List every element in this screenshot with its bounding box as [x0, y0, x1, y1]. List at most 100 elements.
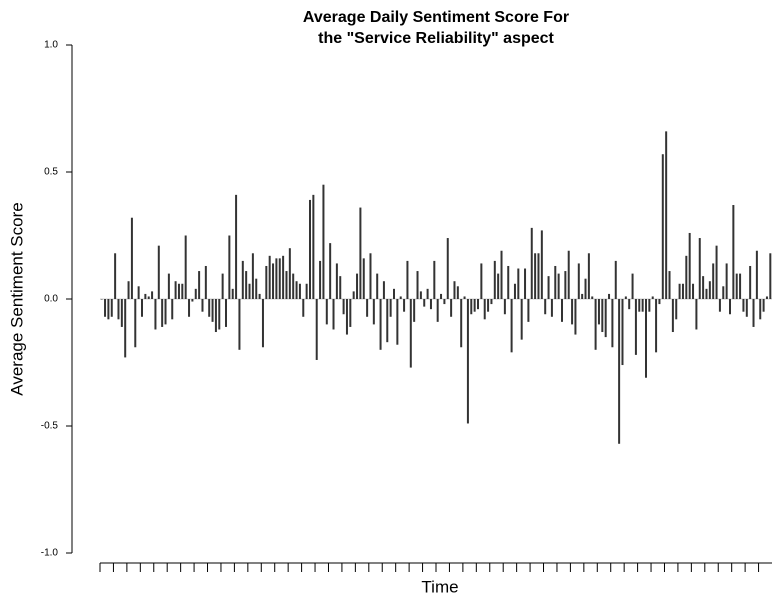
bar [100, 299, 103, 300]
bar [208, 299, 211, 317]
bar [298, 283, 301, 299]
bar [322, 184, 325, 299]
bar [389, 299, 392, 317]
bar [177, 283, 180, 299]
bar [349, 299, 352, 327]
bar [248, 283, 251, 299]
bar [436, 299, 439, 322]
bar [416, 271, 419, 299]
bar [214, 299, 217, 333]
bar [755, 250, 758, 299]
bar [440, 293, 443, 299]
bar [614, 260, 617, 299]
bar [382, 281, 385, 299]
bar [513, 283, 516, 299]
bar [154, 299, 157, 330]
bar [127, 281, 130, 299]
bar [517, 268, 520, 299]
y-tick-label: 1.0 [44, 40, 58, 51]
bar [762, 299, 765, 312]
bar [477, 299, 479, 310]
bar [393, 288, 395, 299]
bar [749, 265, 752, 299]
bar [638, 299, 641, 312]
bar [729, 299, 731, 315]
bar [641, 299, 644, 312]
bar [134, 299, 137, 348]
bar [288, 248, 291, 299]
bar [342, 299, 345, 315]
y-axis-label: Average Sentiment Score [7, 202, 26, 395]
bar [752, 299, 755, 327]
bar [561, 299, 563, 322]
bar [124, 299, 127, 358]
bar [231, 288, 234, 299]
bar [305, 283, 308, 299]
bar [692, 283, 695, 299]
bar [110, 299, 113, 317]
bar [483, 299, 486, 320]
bar [406, 260, 409, 299]
bar [396, 299, 399, 345]
bar [490, 299, 493, 305]
bar [537, 253, 540, 299]
bar [319, 260, 322, 299]
bar [268, 255, 271, 299]
bar [621, 299, 624, 366]
bar [315, 299, 318, 360]
bar [608, 293, 611, 299]
bar [500, 250, 503, 299]
bar [282, 255, 285, 299]
bar [520, 299, 523, 340]
bar [285, 271, 288, 299]
bar [221, 273, 224, 299]
bar [399, 296, 402, 299]
bar [739, 273, 742, 299]
bar [409, 299, 412, 368]
bar [130, 217, 133, 299]
bar [453, 281, 456, 299]
y-tick-label: 0.5 [44, 167, 58, 178]
bar [386, 299, 389, 343]
bar [675, 299, 678, 320]
bar [325, 299, 328, 325]
bar [507, 265, 510, 299]
bar [554, 265, 557, 299]
bar [204, 265, 207, 299]
bar [433, 260, 436, 299]
bar [329, 243, 332, 299]
bar [544, 299, 547, 315]
bar [218, 299, 221, 330]
bar [235, 194, 238, 299]
bar [376, 273, 379, 299]
bar [712, 263, 715, 299]
bar [369, 253, 372, 299]
bar [362, 258, 365, 299]
bar [601, 299, 604, 333]
bar [765, 296, 768, 299]
bar [241, 260, 244, 299]
bar [466, 299, 469, 424]
bar [460, 299, 463, 348]
bar [571, 299, 574, 325]
bar [426, 288, 429, 299]
bar [480, 263, 483, 299]
bar [628, 299, 631, 310]
bar [702, 276, 705, 299]
bar [470, 299, 473, 315]
bar [463, 296, 466, 299]
bar [413, 299, 416, 322]
bar [117, 299, 120, 320]
bar [705, 288, 708, 299]
bar [725, 263, 728, 299]
bar [419, 291, 422, 299]
bar [742, 299, 745, 312]
bar [450, 299, 453, 317]
y-tick-label: -1.0 [41, 548, 59, 559]
bar [278, 258, 281, 299]
bar [473, 299, 476, 312]
bar [114, 253, 117, 299]
bar [594, 299, 597, 350]
bar [275, 258, 278, 299]
bar [685, 255, 688, 299]
